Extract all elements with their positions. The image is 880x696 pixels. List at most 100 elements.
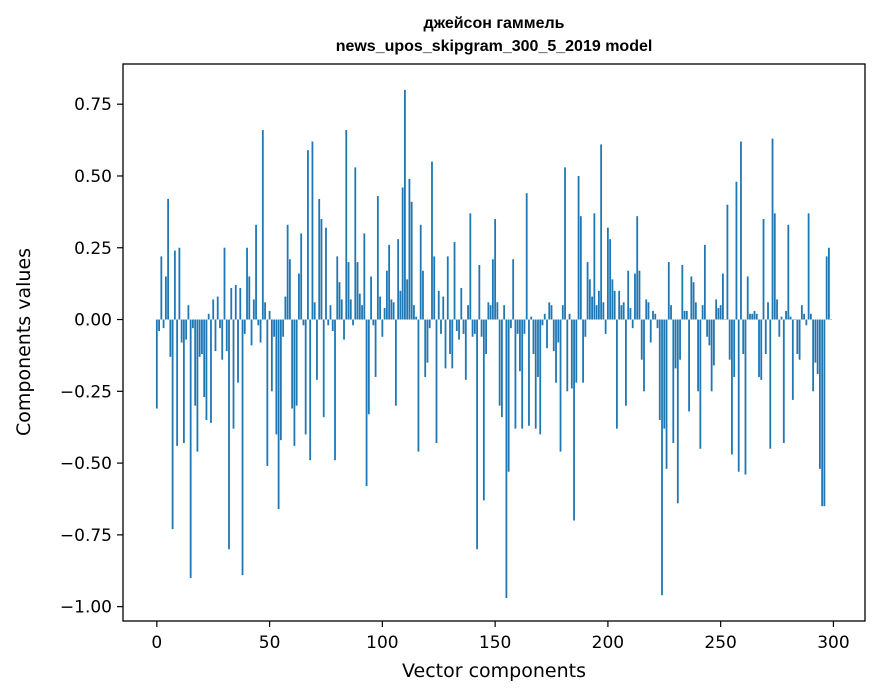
bar [828, 247, 830, 320]
x-tick-label: 0 [151, 633, 162, 653]
bar [311, 141, 314, 320]
bar [489, 305, 492, 320]
bar [234, 285, 237, 320]
y-axis-label: Components values [13, 248, 35, 436]
bar [476, 319, 478, 550]
chart-title: джейсон гаммель [424, 15, 565, 32]
bar [609, 239, 612, 320]
bar [458, 319, 460, 340]
bar [460, 287, 463, 320]
bar [394, 319, 397, 406]
bar [814, 319, 817, 363]
bar [557, 319, 560, 343]
bar [715, 299, 718, 320]
bar [469, 213, 472, 320]
bar [379, 296, 381, 320]
bar [155, 319, 158, 409]
bar [282, 319, 285, 337]
bar [762, 219, 765, 320]
bar [649, 319, 652, 343]
bar [187, 305, 190, 320]
bar [173, 250, 176, 320]
bar [731, 319, 733, 455]
bar [196, 319, 199, 452]
bar [327, 319, 330, 326]
bar [618, 290, 621, 320]
bar [751, 313, 754, 320]
bar [737, 319, 740, 472]
bar [611, 279, 614, 320]
bar [670, 305, 672, 320]
bar [510, 319, 512, 329]
bar [451, 319, 454, 369]
bar [708, 319, 711, 346]
bar [189, 319, 192, 578]
bar [363, 233, 366, 320]
bar [631, 319, 634, 329]
bar [746, 276, 749, 320]
bar [413, 305, 415, 320]
bar [171, 319, 174, 530]
bar [525, 193, 528, 320]
bar [749, 313, 751, 320]
bar [376, 196, 379, 320]
bar [381, 319, 384, 337]
bar [776, 299, 778, 320]
bar [546, 319, 548, 349]
bar [717, 308, 720, 320]
x-tick-label: 100 [366, 633, 398, 653]
bar [760, 319, 763, 380]
bar [679, 319, 681, 360]
bar [338, 282, 341, 320]
y-tick-label: −0.75 [60, 526, 112, 546]
bar [408, 178, 411, 320]
bar [789, 316, 792, 320]
bar [530, 316, 533, 320]
bar [261, 130, 264, 320]
bar [755, 313, 758, 320]
bar [498, 319, 501, 406]
bar [773, 213, 776, 320]
bar [442, 296, 445, 320]
bar [410, 201, 413, 320]
bar [539, 319, 542, 435]
bar [620, 305, 623, 320]
bar [167, 198, 169, 320]
bar [514, 319, 517, 429]
bar [528, 319, 530, 426]
bar [246, 247, 248, 320]
bar [401, 187, 404, 320]
bar [473, 319, 476, 334]
bar [453, 242, 456, 320]
bar [519, 319, 521, 372]
bar [825, 256, 828, 320]
bar [699, 319, 702, 449]
bar [241, 319, 244, 576]
bar [428, 319, 431, 329]
bar [250, 319, 253, 346]
bar [372, 319, 375, 326]
bar [223, 247, 226, 320]
bar [279, 319, 282, 441]
bar [584, 319, 587, 337]
x-tick-label: 200 [592, 633, 624, 653]
bar [742, 319, 745, 354]
bar [550, 305, 553, 320]
bar [399, 290, 402, 320]
bar [548, 302, 551, 320]
bar [512, 259, 515, 320]
bar [248, 276, 251, 320]
bar [787, 224, 790, 320]
bar [230, 287, 233, 320]
bar [270, 319, 273, 392]
bar [807, 213, 810, 320]
bar [496, 302, 499, 320]
bar [347, 262, 350, 320]
bar [613, 290, 616, 320]
bar [818, 319, 821, 469]
bar [636, 216, 639, 320]
bar [555, 319, 557, 383]
bar [593, 213, 596, 320]
bar [207, 313, 210, 320]
bar [726, 204, 729, 320]
